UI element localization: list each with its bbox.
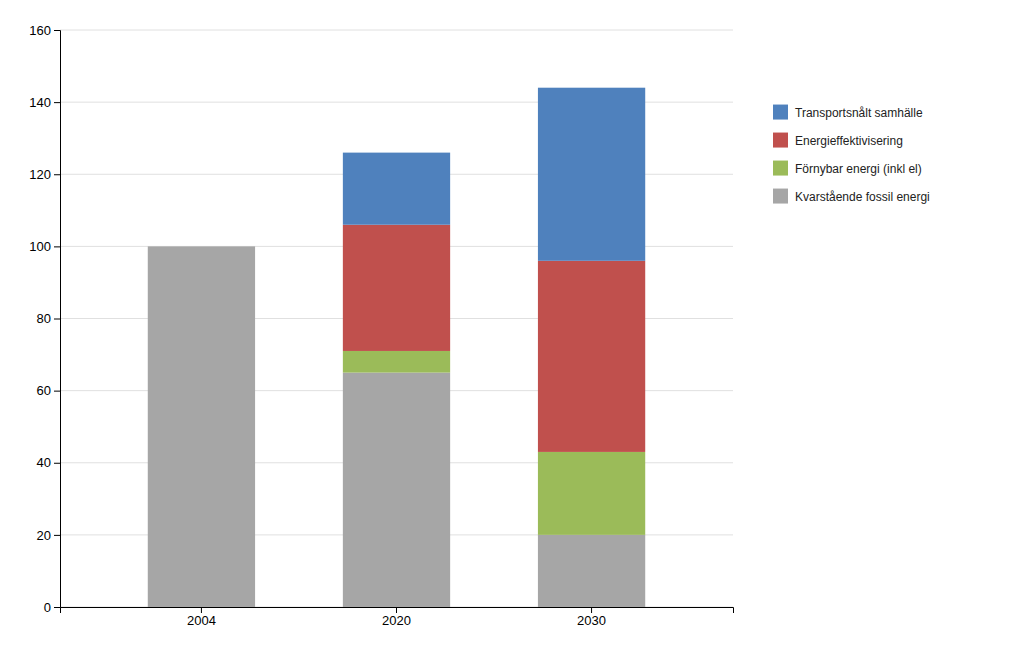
tick-mark [54, 463, 60, 464]
tick-label: 140 [29, 95, 51, 110]
tick-mark [54, 391, 60, 392]
legend: Transportsnålt samhälle Energieffektivise… [773, 105, 930, 204]
tick-label: 2020 [382, 613, 411, 628]
tick-label: 40 [37, 455, 51, 470]
tick-label: 60 [37, 383, 51, 398]
bar-segment [538, 535, 645, 607]
legend-swatch [773, 161, 788, 176]
legend-item: Förnybar energi (inkl el) [773, 161, 922, 176]
series [343, 88, 645, 261]
tick-mark [54, 30, 60, 31]
bar-segment [148, 246, 255, 247]
grid [60, 30, 733, 607]
legend-swatch [773, 133, 788, 148]
legend-label: Transportsnålt samhälle [795, 106, 923, 120]
legend-label: Förnybar energi (inkl el) [795, 162, 922, 176]
bar-segment [538, 452, 645, 535]
tick: 40 [37, 455, 60, 470]
tick-label: 2030 [577, 613, 606, 628]
bar-segment [343, 153, 450, 225]
legend-item: Transportsnålt samhälle [773, 105, 923, 120]
tick-label: 80 [37, 311, 51, 326]
tick-label: 120 [29, 167, 51, 182]
bar-segment [148, 246, 255, 247]
tick: 100 [29, 239, 60, 254]
tick: 140 [29, 95, 60, 110]
bar-segment [538, 261, 645, 452]
tick: 160 [29, 23, 60, 38]
legend-item: Kvarstående fossil energi [773, 189, 930, 204]
tick-mark [54, 246, 60, 247]
tick: 60 [37, 383, 60, 398]
tick: 2004 [187, 607, 216, 628]
tick: 0 [44, 600, 60, 615]
chart: 0 20 40 60 80 100 120 140 160 2004 2020 2030 Transpo… [0, 0, 1023, 657]
tick-mark [54, 174, 60, 175]
tick-mark [591, 607, 592, 613]
x-axis: 2004 2020 2030 [61, 607, 734, 628]
legend-item: Energieffektivisering [773, 133, 903, 148]
bar-segment [148, 246, 255, 607]
tick-label: 20 [37, 528, 51, 543]
tick-mark [396, 607, 397, 613]
legend-label: Kvarstående fossil energi [795, 190, 930, 204]
tick-mark [54, 607, 60, 608]
bars [148, 88, 645, 607]
plot: 0 20 40 60 80 100 120 140 160 2004 2020 2030 [29, 23, 733, 629]
tick: 80 [37, 311, 60, 326]
bar-segment [148, 246, 255, 247]
tick-mark [54, 319, 60, 320]
bar-segment [343, 351, 450, 373]
tick-mark [54, 535, 60, 536]
axis-line [54, 31, 61, 608]
tick-label: 0 [44, 600, 51, 615]
bar-segment [343, 225, 450, 351]
bar-segment [343, 373, 450, 607]
legend-swatch [773, 105, 788, 120]
legend-swatch [773, 189, 788, 204]
axis-line [61, 608, 734, 614]
tick-label: 100 [29, 239, 51, 254]
bar-segment [538, 88, 645, 261]
tick-mark [54, 102, 60, 103]
legend-label: Energieffektivisering [795, 134, 903, 148]
grid-line [60, 30, 733, 31]
tick: 20 [37, 528, 60, 543]
tick: 120 [29, 167, 60, 182]
tick-label: 160 [29, 23, 51, 38]
tick: 2030 [577, 607, 606, 628]
tick: 2020 [382, 607, 411, 628]
y-axis: 0 20 40 60 80 100 120 140 160 [29, 23, 60, 615]
tick-mark [201, 607, 202, 613]
tick-label: 2004 [187, 613, 216, 628]
